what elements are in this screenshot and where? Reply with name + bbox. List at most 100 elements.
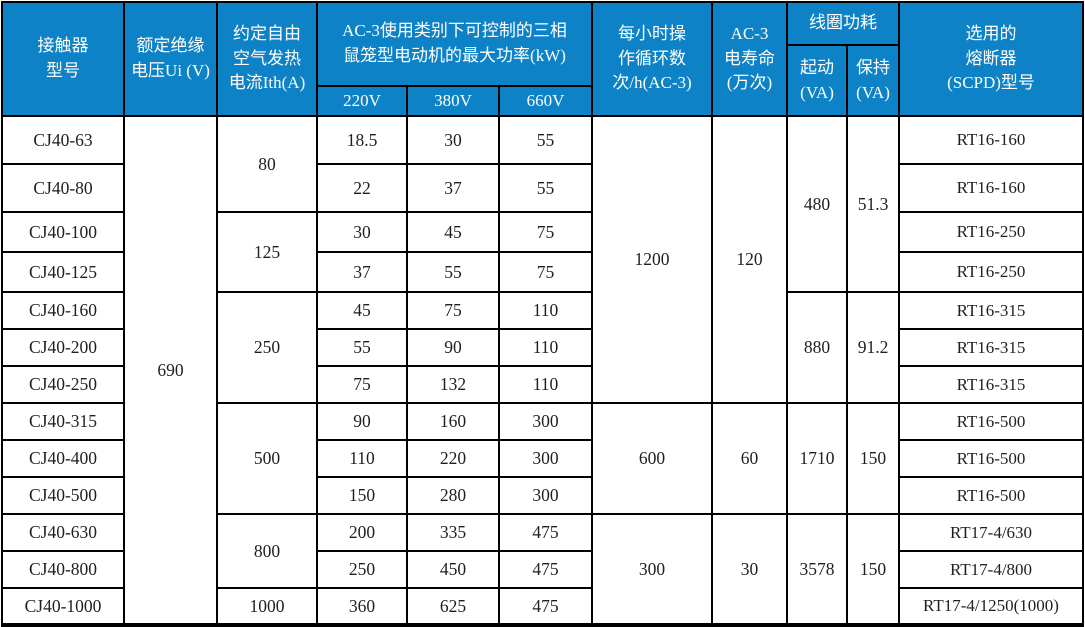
cell-start-va-group: 480: [786, 115, 849, 293]
cell-power-660: 475: [497, 513, 594, 552]
cell-model: CJ40-630: [1, 513, 125, 552]
header-coil-power-group: 线圈功耗: [786, 1, 901, 46]
table-row: CJ40-400 110 220 300 RT16-500: [1, 439, 1084, 478]
cell-power-380: 45: [406, 211, 500, 253]
header-ac3-electrical-life: AC-3 电寿命 (万次): [711, 1, 789, 117]
cell-power-660: 75: [497, 251, 594, 293]
cell-hold-va-group: 51.3: [846, 115, 901, 293]
cell-model: CJ40-200: [1, 328, 125, 367]
cell-power-220: 45: [316, 291, 408, 330]
cell-power-660: 475: [497, 587, 594, 626]
cell-power-380: 625: [406, 587, 500, 626]
cell-ith-group: 500: [216, 402, 318, 515]
cell-power-380: 30: [406, 115, 500, 165]
header-coil-start-va: 起动 (VA): [786, 44, 849, 117]
cell-power-380: 37: [406, 163, 500, 213]
cell-model: CJ40-160: [1, 291, 125, 330]
header-ac3-max-power-group: AC-3使用类别下可控制的三相 鼠笼型电动机的最大功率(kW): [315, 1, 594, 87]
table-row: CJ40-250 75 132 110 RT16-315: [1, 365, 1084, 404]
cell-fuse: RT16-315: [898, 328, 1084, 367]
cell-fuse: RT17-4/1250(1000): [898, 587, 1084, 626]
cell-power-660: 475: [497, 550, 594, 589]
cell-power-380: 90: [406, 328, 500, 367]
header-coil-hold-va: 保持 (VA): [846, 44, 901, 117]
cell-fuse: RT16-500: [898, 439, 1084, 478]
table-row: CJ40-160 250 45 75 110 880 91.2 RT16-315: [1, 291, 1084, 404]
cell-power-660: 300: [497, 402, 594, 441]
table-row: CJ40-125 37 55 75 RT16-250: [1, 251, 1084, 293]
cell-cycles-group: 300: [591, 513, 714, 626]
cell-model: CJ40-125: [1, 251, 125, 293]
cell-power-380: 450: [406, 550, 500, 589]
table-row: CJ40-200 55 90 110 RT16-315: [1, 328, 1084, 367]
cell-power-380: 220: [406, 439, 500, 478]
cell-start-va-group: 1710: [786, 402, 849, 515]
table-row: CJ40-63 690 80 18.5 30 55 1200 120 480 5…: [1, 115, 1084, 626]
cell-power-380: 55: [406, 251, 500, 293]
cell-power-660: 110: [497, 291, 594, 330]
header-fuse-scpd-model: 选用的 熔断器 (SCPD)型号: [898, 1, 1084, 117]
cell-power-380: 75: [406, 291, 500, 330]
header-operating-cycles-per-hour: 每小时操 作循环数 次/h(AC-3): [591, 1, 714, 117]
cell-model: CJ40-63: [1, 115, 125, 165]
cell-fuse: RT16-160: [898, 115, 1084, 165]
table-row: CJ40-500 150 280 300 RT16-500: [1, 476, 1084, 515]
cell-ith-group: 125: [216, 211, 318, 293]
table-header: 接触器 型号 额定绝缘 电压Ui (V) 约定自由 空气发热 电流Ith(A) …: [1, 1, 1084, 117]
cell-power-660: 300: [497, 439, 594, 478]
table-row: CJ40-800 250 450 475 RT17-4/800: [1, 550, 1084, 589]
table-row: CJ40-80 22 37 55 RT16-160: [1, 163, 1084, 213]
cell-cycles-group: 600: [591, 402, 714, 515]
cell-power-220: 90: [316, 402, 408, 441]
cell-power-660: 55: [497, 115, 594, 165]
cell-start-va-group: 880: [786, 291, 849, 404]
cell-fuse: RT16-315: [898, 365, 1084, 404]
header-380v: 380V: [406, 85, 500, 117]
cell-power-380: 132: [406, 365, 500, 404]
cell-model: CJ40-1000: [1, 587, 125, 626]
cell-power-380: 335: [406, 513, 500, 552]
header-660v: 660V: [497, 85, 594, 117]
cell-power-220: 22: [316, 163, 408, 213]
cell-fuse: RT16-315: [898, 291, 1084, 330]
cell-hold-va-group: 150: [846, 402, 901, 515]
cell-model: CJ40-500: [1, 476, 125, 515]
cell-life-group: 30: [711, 513, 789, 626]
cell-power-380: 280: [406, 476, 500, 515]
cell-power-220: 200: [316, 513, 408, 552]
table-body: CJ40-63 690 80 18.5 30 55 1200 120 480 5…: [1, 115, 1084, 626]
cell-power-380: 160: [406, 402, 500, 441]
cell-model: CJ40-100: [1, 211, 125, 253]
table-row: CJ40-630 800 200 335 475 300 30 3578 150…: [1, 513, 1084, 626]
cell-power-660: 75: [497, 211, 594, 253]
cell-ith-group: 1000: [216, 587, 318, 626]
cell-power-660: 55: [497, 163, 594, 213]
cell-model: CJ40-315: [1, 402, 125, 441]
header-conventional-thermal-current: 约定自由 空气发热 电流Ith(A): [216, 1, 318, 117]
cell-cycles-group: 1200: [591, 115, 714, 404]
cell-model: CJ40-250: [1, 365, 125, 404]
cell-power-220: 360: [316, 587, 408, 626]
cell-fuse: RT16-500: [898, 476, 1084, 515]
header-rated-insulation-voltage: 额定绝缘 电压Ui (V): [123, 1, 218, 117]
cell-power-220: 55: [316, 328, 408, 367]
cell-power-660: 300: [497, 476, 594, 515]
cell-power-220: 18.5: [316, 115, 408, 165]
cell-fuse: RT16-250: [898, 251, 1084, 293]
cell-model: CJ40-800: [1, 550, 125, 589]
cell-start-va-group: 3578: [786, 513, 849, 626]
cell-fuse: RT17-4/630: [898, 513, 1084, 552]
cell-ith-group: 80: [216, 115, 318, 213]
cell-hold-va-group: 91.2: [846, 291, 901, 404]
cell-fuse: RT16-160: [898, 163, 1084, 213]
cell-fuse: RT17-4/800: [898, 550, 1084, 589]
table-row: CJ40-1000 1000 360 625 475 RT17-4/1250(1…: [1, 587, 1084, 626]
cell-power-220: 30: [316, 211, 408, 253]
cell-power-220: 150: [316, 476, 408, 515]
header-220v: 220V: [316, 85, 408, 117]
cell-hold-va-group: 150: [846, 513, 901, 626]
cell-power-660: 110: [497, 328, 594, 367]
table-row: CJ40-315 500 90 160 300 600 60 1710 150 …: [1, 402, 1084, 515]
